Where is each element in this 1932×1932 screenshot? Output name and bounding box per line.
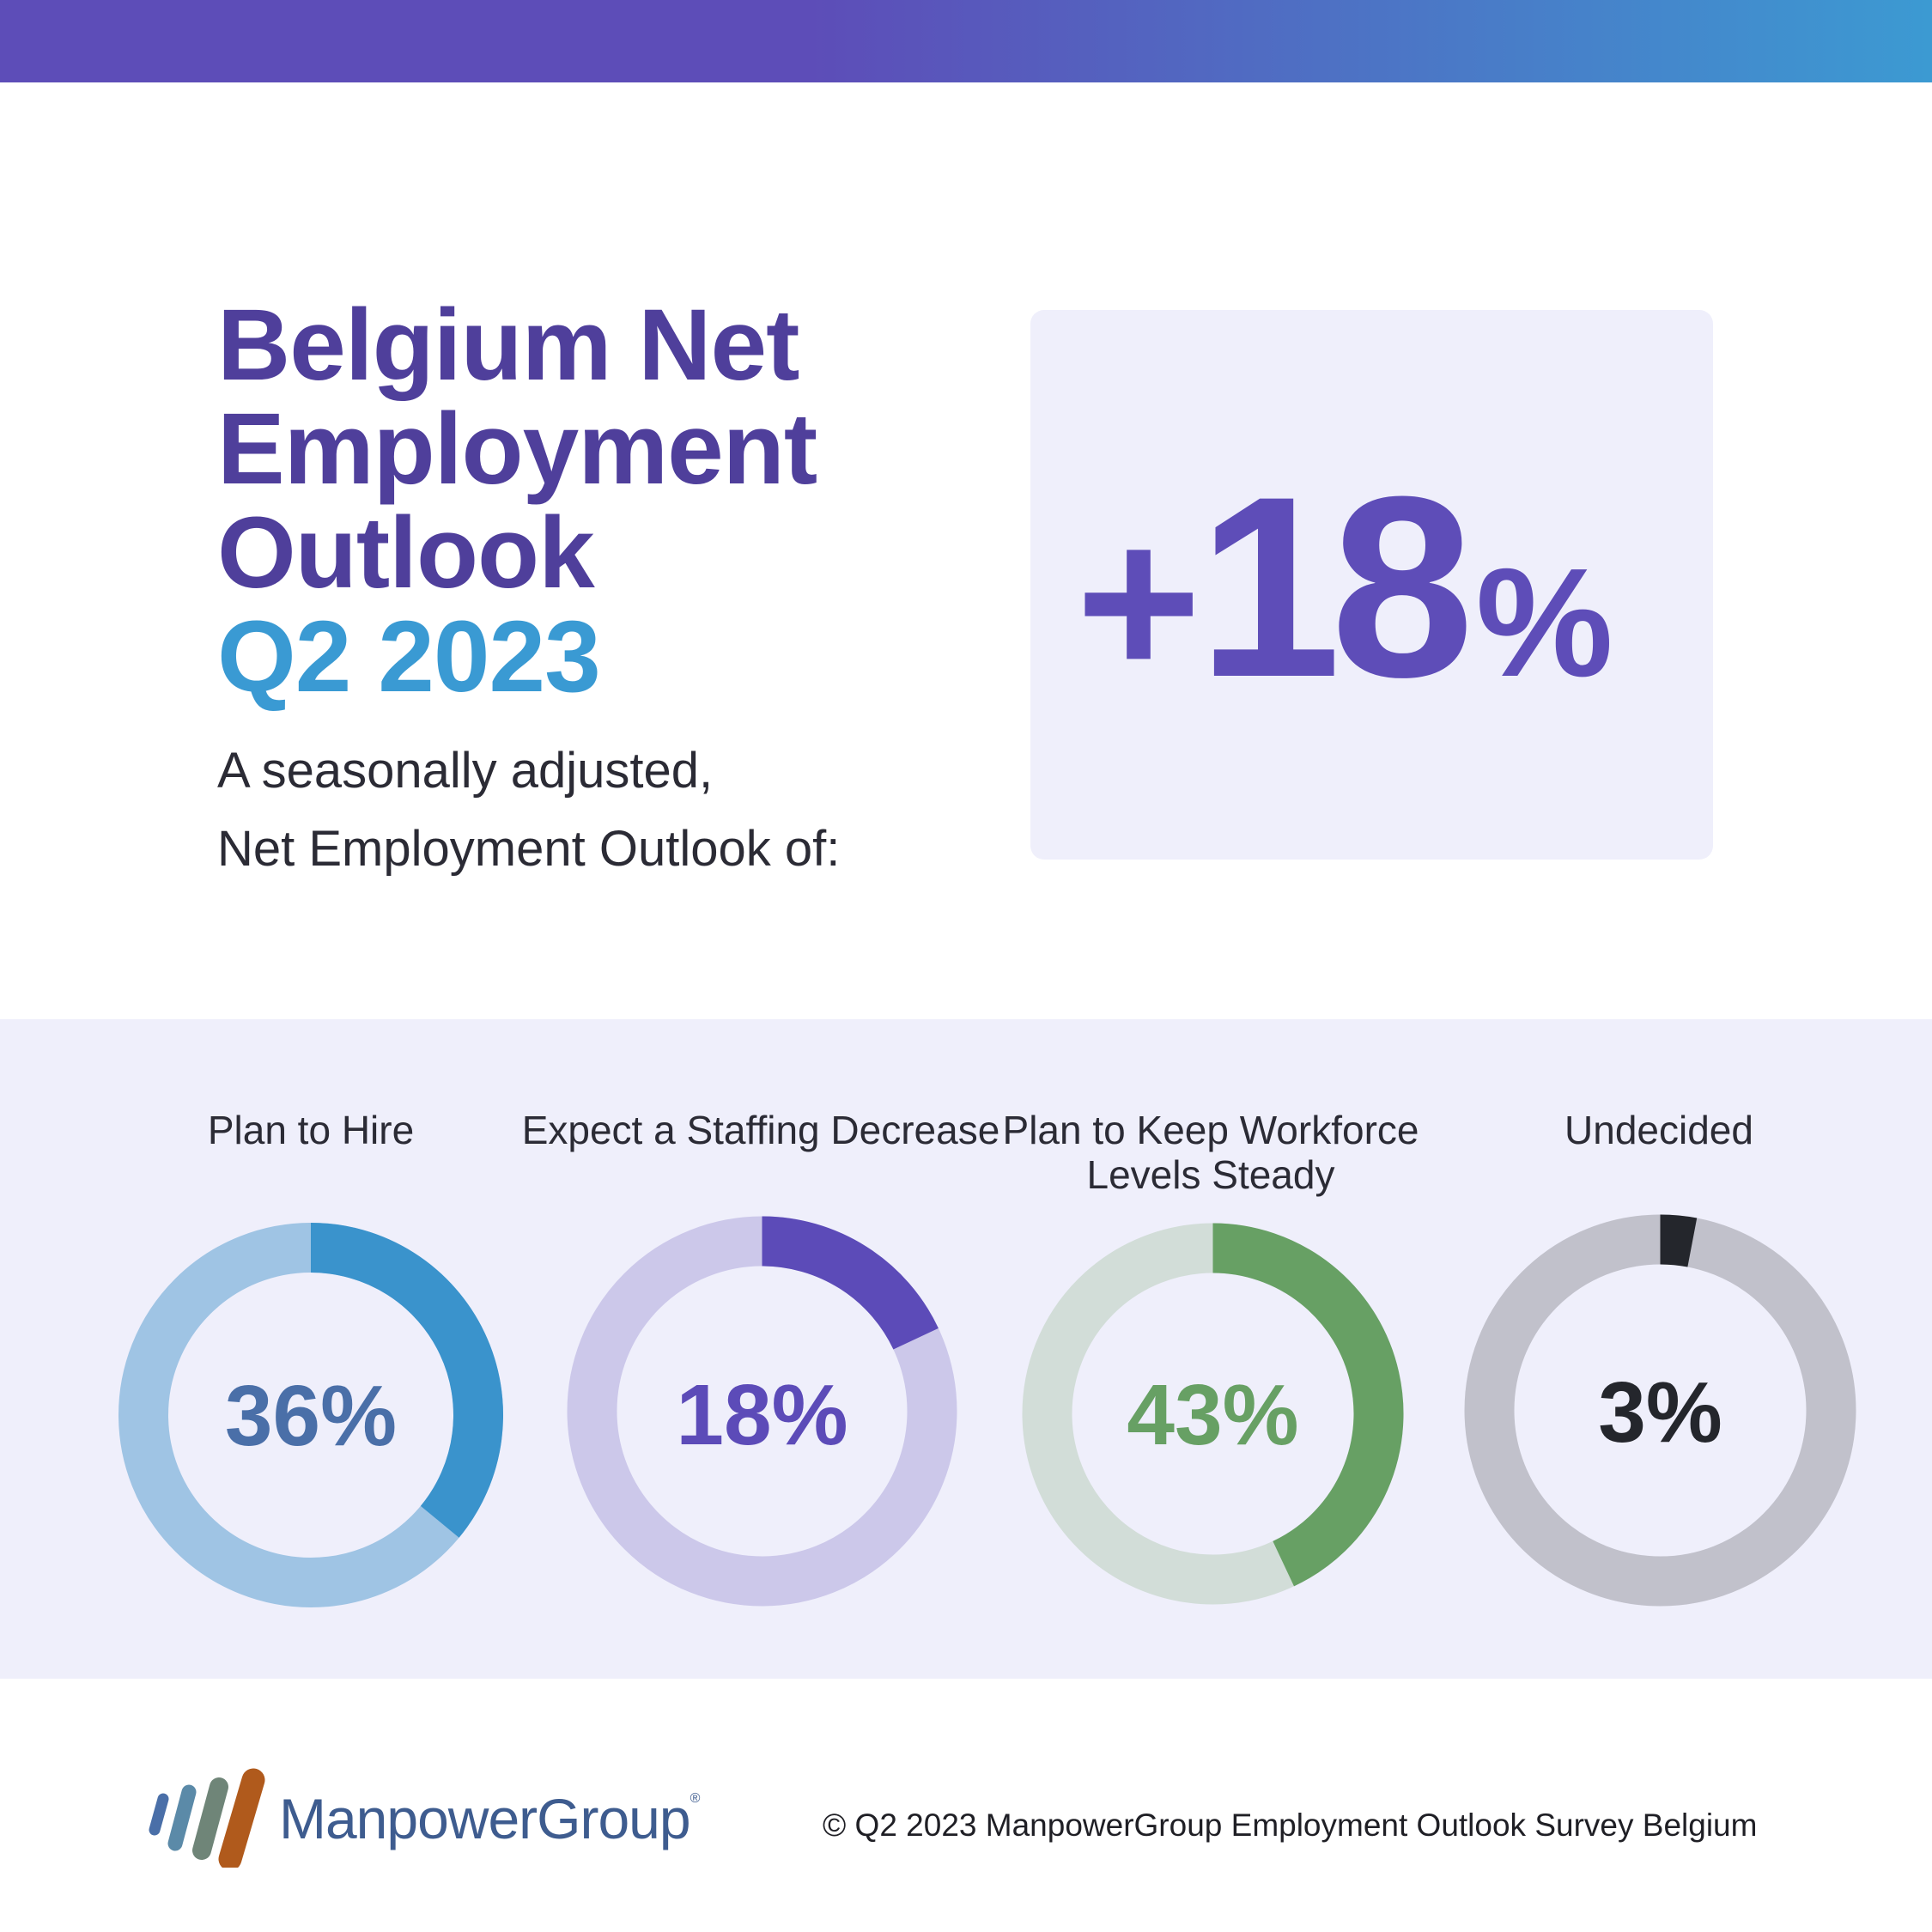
donut-chart-staffing-decrease: 18% [567, 1216, 957, 1607]
manpowergroup-logo [149, 1768, 265, 1868]
headline-title: Belgium Net Employment Outlook Q2 2023 [217, 294, 817, 709]
net-outlook-value: + 18 % [1076, 438, 1613, 731]
donut-arc-keep-steady [1212, 1223, 1404, 1587]
net-outlook-unit: % [1475, 537, 1613, 709]
donut-chart-plan-to-hire: 36% [118, 1223, 503, 1607]
logo-stroke-2 [167, 1784, 197, 1851]
net-outlook-number: 18 [1198, 442, 1474, 731]
net-outlook-card [1030, 310, 1713, 860]
logo-stroke-3 [192, 1777, 228, 1860]
donut-arc-plan-to-hire [310, 1223, 503, 1538]
brand-name: ManpowerGroup® [279, 1786, 701, 1851]
donut-label-plan-to-hire: Plan to Hire [207, 1108, 415, 1152]
donut-value-undecided: 3% [1598, 1364, 1722, 1461]
logo-stroke-4 [218, 1768, 265, 1868]
donut-label-staffing-decrease: Expect a Staffing Decrease [521, 1108, 1000, 1152]
logo-stroke-1 [149, 1793, 169, 1836]
title-line-3: Outlook [217, 496, 595, 610]
subtitle-line-1: A seasonally adjusted, [217, 743, 714, 799]
title-line-2: Employment [217, 392, 817, 506]
donut-arc-undecided [1659, 1214, 1698, 1267]
title-line-1: Belgium Net [217, 289, 799, 402]
donut-label-undecided: Undecided [1564, 1108, 1753, 1152]
donut-value-keep-steady: 43% [1127, 1367, 1298, 1463]
registered-mark: ® [690, 1791, 701, 1806]
donut-value-plan-to-hire: 36% [225, 1368, 397, 1464]
donut-chart-keep-steady: 43% [1022, 1223, 1404, 1605]
subtitle-line-2: Net Employment Outlook of: [217, 821, 841, 877]
donut-chart-undecided: 3% [1464, 1214, 1856, 1607]
copyright-text: © Q2 2023 ManpowerGroup Employment Outlo… [823, 1807, 1758, 1843]
top-gradient-bar [0, 0, 1932, 82]
period-label: Q2 2023 [217, 600, 601, 714]
subtitle: A seasonally adjusted, Net Employment Ou… [217, 732, 840, 888]
donut-label-keep-steady: Plan to Keep Workforce Levels Steady [1002, 1108, 1419, 1197]
net-outlook-sign: + [1076, 482, 1201, 721]
donut-arc-staffing-decrease [761, 1216, 939, 1351]
brand-text: ManpowerGroup [279, 1787, 691, 1850]
donut-value-staffing-decrease: 18% [676, 1367, 848, 1463]
